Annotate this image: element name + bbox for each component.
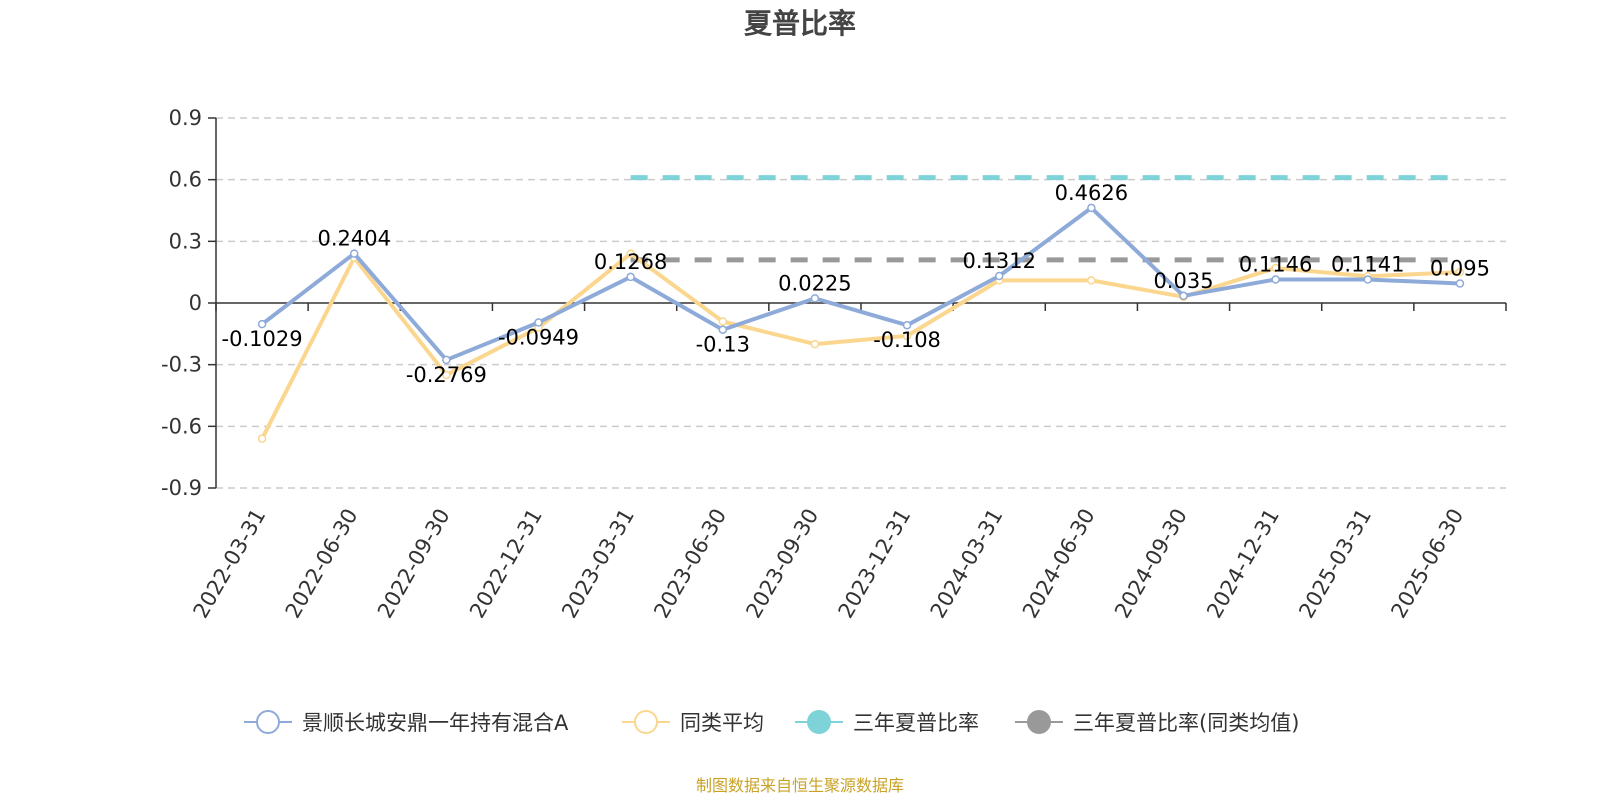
data-point (626, 249, 635, 258)
data-label: -0.1029 (222, 327, 303, 351)
data-label: 0.1146 (1239, 252, 1312, 276)
y-tick-label: 0.3 (169, 229, 202, 253)
data-point (718, 325, 728, 334)
data-label: -0.13 (696, 333, 750, 357)
data-point (994, 271, 1004, 281)
data-point (349, 249, 359, 258)
data-point (1087, 276, 1096, 285)
data-label: 0.035 (1153, 269, 1213, 293)
data-point (442, 355, 451, 365)
data-point (1363, 275, 1373, 284)
legend-swatch-marker (256, 710, 280, 734)
x-tick-label: 2024-09-30 (1110, 505, 1192, 623)
y-tick-label: 0.9 (169, 106, 202, 130)
x-tick-label: 2022-03-31 (189, 505, 271, 623)
y-tick-label: -0.3 (161, 353, 202, 377)
data-label: 0.1268 (594, 250, 667, 274)
x-tick-label: 2023-06-30 (649, 505, 731, 623)
legend-label: 三年夏普比率(同类均值) (1073, 711, 1299, 735)
data-point (257, 319, 267, 329)
data-label: -0.0949 (498, 326, 579, 350)
legend-swatch-marker (807, 710, 831, 734)
y-tick-label: 0.6 (169, 168, 202, 192)
data-point (902, 331, 912, 341)
data-label: 0.1141 (1331, 253, 1404, 277)
chart-title: 夏普比率 (744, 7, 856, 40)
series-line (260, 205, 1461, 362)
data-label: 0.1312 (962, 249, 1035, 273)
legend: 景顺长城安鼎一年持有混合A 同类平均 三年夏普比率 三年夏普比率(同类均值) (244, 710, 1299, 735)
data-source-note: 制图数据来自恒生聚源数据库 (696, 776, 904, 795)
data-label: 0.2404 (317, 227, 390, 251)
x-tick-label: 2024-06-30 (1018, 505, 1100, 623)
x-tick-label: 2023-12-31 (834, 505, 916, 623)
data-point (902, 320, 912, 330)
data-point (534, 318, 543, 327)
data-label: -0.108 (873, 328, 941, 352)
legend-swatch-marker (1027, 710, 1051, 734)
x-tick-label: 2024-12-31 (1202, 505, 1284, 623)
data-point (442, 370, 451, 380)
x-tick-label: 2024-03-31 (926, 505, 1008, 623)
legend-swatch-marker (634, 710, 658, 734)
legend-item: 三年夏普比率 (795, 710, 979, 735)
x-tick-label: 2022-12-31 (465, 505, 547, 623)
data-point (1179, 291, 1188, 301)
data-point (1455, 279, 1465, 288)
data-point (1271, 275, 1280, 284)
data-point (718, 317, 728, 326)
legend-label: 三年夏普比率 (853, 711, 979, 735)
data-label: 0.0225 (778, 271, 851, 295)
series-lines (257, 203, 1465, 443)
data-label: -0.2769 (406, 363, 487, 387)
legend-item: 景顺长城安鼎一年持有混合A (244, 710, 569, 735)
y-tick-label: -0.6 (161, 414, 202, 438)
data-label: 0.095 (1430, 256, 1490, 280)
data-label: 0.4626 (1055, 181, 1128, 205)
data-point (810, 339, 820, 349)
data-point (1455, 267, 1465, 277)
series-line (260, 251, 1461, 440)
data-labels: -0.1029 0.2404 -0.2769 -0.0949 0.1268 -0.13 0.… (222, 181, 1490, 387)
x-tick-label: 2025-06-30 (1386, 505, 1468, 623)
x-tick-label: 2023-03-31 (557, 505, 639, 623)
y-tick-label: -0.9 (161, 476, 202, 500)
x-tick-label: 2022-09-30 (373, 505, 455, 623)
x-tick-label: 2025-03-31 (1294, 505, 1376, 623)
grid-lines (216, 117, 1506, 489)
data-point (810, 294, 820, 303)
legend-item: 三年夏普比率(同类均值) (1015, 710, 1299, 735)
legend-label: 同类平均 (680, 711, 764, 735)
data-point (257, 434, 267, 443)
data-point (1087, 203, 1096, 213)
data-point (626, 272, 635, 282)
data-point (1271, 263, 1280, 273)
legend-label: 景顺长城安鼎一年持有混合A (302, 711, 569, 735)
reference-lines (630, 175, 1460, 263)
legend-item: 同类平均 (622, 710, 764, 735)
x-tick-label: 2023-09-30 (741, 505, 823, 623)
x-tick-label: 2022-06-30 (281, 505, 363, 623)
y-tick-label: 0 (189, 291, 202, 315)
